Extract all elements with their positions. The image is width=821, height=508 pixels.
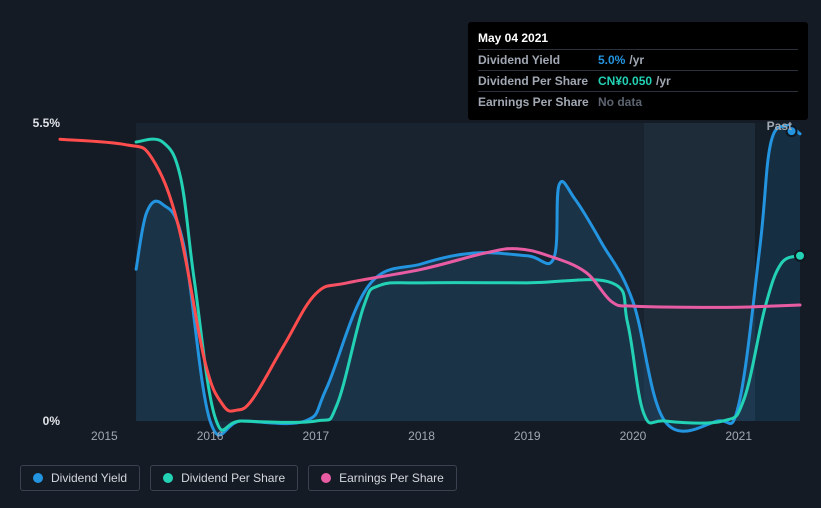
- tooltip-row-label: Dividend Yield: [478, 53, 598, 67]
- plot-area[interactable]: [60, 123, 800, 421]
- tooltip-row-unit: /yr: [656, 74, 671, 88]
- chart-svg: [60, 123, 800, 421]
- tooltip-row-unit: /yr: [629, 53, 644, 67]
- legend: Dividend Yield Dividend Per Share Earnings…: [20, 465, 457, 491]
- legend-label: Dividend Per Share: [181, 471, 285, 485]
- tooltip-panel: May 04 2021 Dividend Yield5.0%/yrDividen…: [468, 22, 808, 120]
- y-axis-label: 0%: [43, 414, 60, 428]
- x-axis-label: 2019: [514, 429, 541, 443]
- legend-item[interactable]: Dividend Per Share: [150, 465, 298, 491]
- x-axis-label: 2016: [197, 429, 224, 443]
- legend-swatch: [321, 473, 331, 483]
- legend-item[interactable]: Earnings Per Share: [308, 465, 457, 491]
- tooltip-date: May 04 2021: [478, 28, 798, 49]
- x-axis-label: 2020: [620, 429, 647, 443]
- chart-container: Past 2015 2016 2017 2018 2019 2020 2021 5.5% 0%: [20, 105, 800, 445]
- y-axis-label: 5.5%: [33, 116, 60, 130]
- tooltip-row-value: CN¥0.050: [598, 74, 652, 88]
- x-axis-label: 2021: [725, 429, 752, 443]
- tooltip-row-value: 5.0%: [598, 53, 625, 67]
- tooltip-row: Dividend Per ShareCN¥0.050/yr: [478, 70, 798, 91]
- x-axis-label: 2017: [302, 429, 329, 443]
- legend-label: Dividend Yield: [51, 471, 127, 485]
- x-axis-label: 2015: [91, 429, 118, 443]
- tooltip-row: Dividend Yield5.0% /yr: [478, 49, 798, 70]
- tooltip-row-nodata: No data: [598, 95, 642, 109]
- legend-swatch: [33, 473, 43, 483]
- tooltip-row-label: Dividend Per Share: [478, 74, 598, 88]
- legend-label: Earnings Per Share: [339, 471, 444, 485]
- tooltip-row-label: Earnings Per Share: [478, 95, 598, 109]
- tooltip-row: Earnings Per ShareNo data: [478, 91, 798, 112]
- x-axis: 2015 2016 2017 2018 2019 2020 2021: [60, 425, 800, 445]
- legend-item[interactable]: Dividend Yield: [20, 465, 140, 491]
- series-fill-dividend_yield: [136, 125, 800, 435]
- series-marker-dividend_per_share: [795, 251, 805, 261]
- x-axis-label: 2018: [408, 429, 435, 443]
- past-label: Past: [767, 119, 792, 133]
- legend-swatch: [163, 473, 173, 483]
